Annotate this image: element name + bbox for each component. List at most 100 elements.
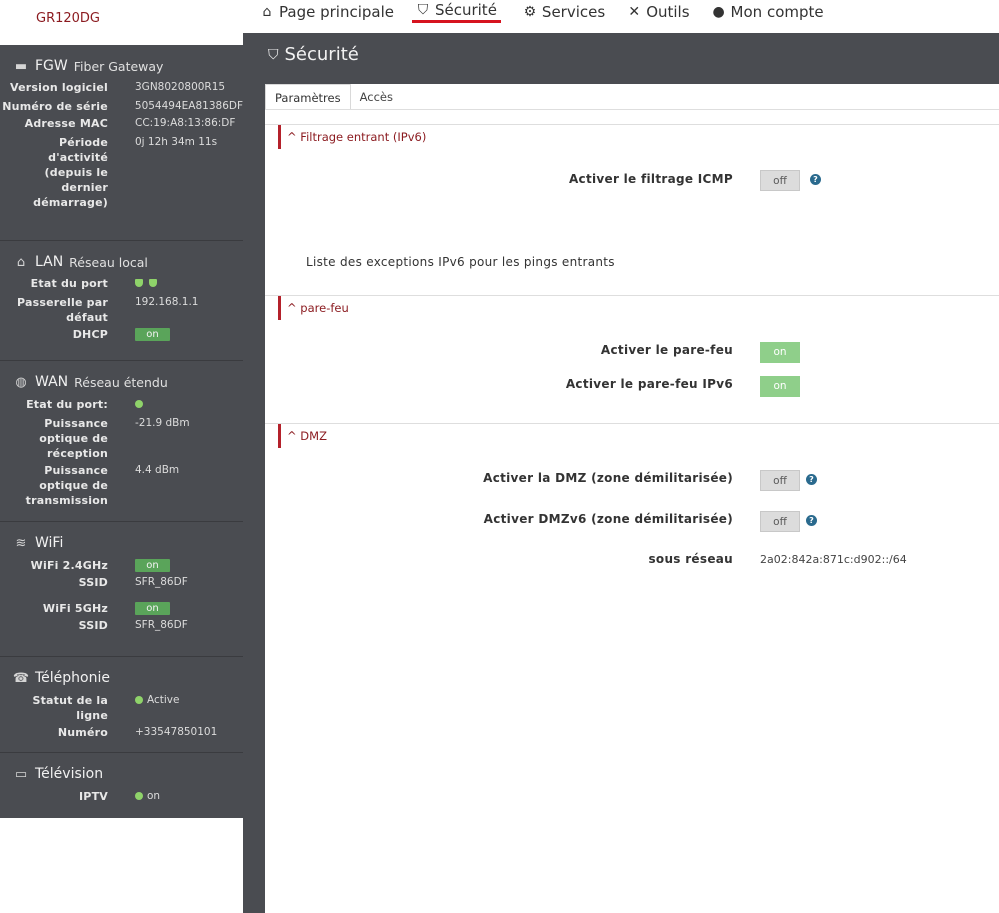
dmz-label: Activer la DMZ (zone démilitarisée) [483, 471, 733, 485]
dmzv6-toggle[interactable]: off [760, 511, 800, 532]
info-row: Etat du port [0, 276, 243, 291]
info-label: IPTV [79, 790, 108, 803]
section-subtitle: Fiber Gateway [73, 58, 164, 74]
port-status [135, 276, 163, 291]
tab-bar: Paramètres Accès [265, 84, 402, 110]
info-label: Période d'activité (depuis le dernier dé… [33, 136, 108, 209]
gears-icon: ⚙ [523, 4, 537, 20]
firewall-ipv6-label: Activer le pare-feu IPv6 [565, 377, 733, 391]
section-firewall-header[interactable]: ^ pare-feu [278, 296, 349, 320]
status-dot [135, 696, 143, 704]
nav-item-security[interactable]: ⛉ Sécurité [411, 0, 501, 23]
info-label: Puissance optique de transmission [25, 464, 108, 507]
icmp-filter-label: Activer le filtrage ICMP [568, 172, 733, 186]
router-icon: ▬ [14, 58, 28, 74]
info-value: SFR_86DF [135, 619, 188, 631]
section-subtitle: Réseau étendu [74, 374, 168, 390]
port-ok-icon [149, 279, 157, 287]
info-value: on [135, 789, 160, 804]
info-label: Puissance optique de réception [39, 417, 108, 460]
info-row: Etat du port: [0, 397, 243, 412]
info-value: +33547850101 [135, 726, 218, 738]
nav-item-tools[interactable]: ✕ Outils [627, 0, 689, 24]
icmp-filter-toggle[interactable]: off [760, 170, 800, 191]
info-row: WiFi 2.4GHz on [0, 558, 243, 573]
section-header: ☎ Téléphonie [0, 665, 243, 691]
info-label: Numéro [57, 726, 108, 739]
info-row: Puissance optique de réception -21.9 dBm [0, 416, 243, 461]
dmzv6-label: Activer DMZv6 (zone démilitarisée) [483, 512, 733, 526]
info-label: DHCP [72, 328, 108, 341]
status-sidebar: ▬ FGW Fiber Gateway Version logiciel 3GN… [0, 45, 243, 818]
info-row: Numéro de série 5054494EA81386DF [0, 99, 243, 114]
subnet-value: 2a02:842a:871c:d902::/64 [760, 553, 907, 566]
line-status: Active [147, 694, 180, 706]
section-dmz-header[interactable]: ^ DMZ [278, 424, 327, 448]
nav-label: Mon compte [730, 3, 824, 21]
nav-label: Services [541, 3, 606, 21]
help-icon[interactable]: ? [806, 474, 817, 485]
info-value: on [135, 601, 170, 616]
firewall-ipv6-toggle[interactable]: on [760, 376, 800, 397]
globe-icon: ◍ [15, 374, 27, 390]
chevron-up-icon: ^ [287, 429, 297, 443]
tab-acces[interactable]: Accès [359, 90, 393, 104]
ipv6-exceptions-label: Liste des exceptions IPv6 pour les pings… [306, 255, 615, 269]
section-title: WAN [35, 374, 69, 390]
info-value: on [135, 327, 170, 342]
status-pill: on [135, 328, 170, 341]
info-row: SSID SFR_86DF [0, 575, 243, 590]
info-label: Adresse MAC [24, 117, 108, 130]
sidebar-section-wifi: ≋ WiFi WiFi 2.4GHz on SSID SFR_86DF WiFi… [0, 522, 243, 657]
nav-item-home[interactable]: ⌂ Page principale [260, 0, 394, 24]
divider [265, 124, 999, 125]
section-filtering-header[interactable]: ^ Filtrage entrant (IPv6) [278, 125, 426, 149]
sidebar-section-wan: ◍ WAN Réseau étendu Etat du port: Puissa… [0, 361, 243, 522]
nav-item-services[interactable]: ⚙ Services [523, 0, 606, 24]
status-dot [135, 400, 143, 408]
tab-parametres[interactable]: Paramètres [265, 84, 351, 110]
home-icon: ⌂ [262, 4, 272, 20]
info-row: DHCP on [0, 327, 243, 342]
divider [265, 295, 999, 296]
port-status [135, 397, 147, 412]
info-value: 0j 12h 34m 11s [135, 136, 218, 148]
page-title: ⛉ Sécurité [268, 44, 359, 65]
info-row: Période d'activité (depuis le dernier dé… [0, 135, 243, 210]
tools-icon: ✕ [628, 4, 641, 20]
iptv-status: on [147, 790, 161, 802]
section-subtitle: Réseau local [69, 254, 148, 270]
nav-label: Page principale [279, 3, 394, 21]
info-row: Statut de la ligne Active [0, 693, 243, 723]
info-value: 192.168.1.1 [135, 296, 199, 308]
dmz-toggle[interactable]: off [760, 470, 800, 491]
info-value: 4.4 dBm [135, 464, 180, 476]
section-title: Télévision [35, 766, 104, 782]
subnet-label: sous réseau [648, 552, 733, 566]
help-icon[interactable]: ? [806, 515, 817, 526]
help-icon[interactable]: ? [810, 174, 821, 185]
shield-icon: ⛉ [268, 46, 279, 63]
info-row: SSID SFR_86DF [0, 618, 243, 633]
section-title: Téléphonie [35, 670, 110, 686]
status-pill: on [135, 559, 170, 572]
section-header: ⌂ LAN Réseau local [0, 249, 243, 275]
phone-icon: ☎ [12, 670, 30, 686]
nav-item-account[interactable]: ● Mon compte [712, 0, 824, 24]
info-value: 3GN8020800R15 [135, 81, 226, 93]
sidebar-section-lan: ⌂ LAN Réseau local Etat du port Passerel… [0, 241, 243, 361]
firewall-toggle[interactable]: on [760, 342, 800, 363]
info-label: Numéro de série [2, 100, 108, 113]
section-header: ▭ Télévision [0, 761, 243, 787]
info-label: Etat du port [30, 277, 108, 290]
info-label: WiFi 2.4GHz [30, 559, 108, 572]
chevron-up-icon: ^ [287, 130, 297, 144]
info-label: Etat du port: [26, 398, 108, 411]
info-value: 5054494EA81386DF [134, 100, 243, 112]
section-header: ▬ FGW Fiber Gateway [0, 53, 243, 79]
wifi-icon: ≋ [15, 535, 27, 551]
tv-icon: ▭ [14, 766, 28, 782]
user-icon: ● [712, 4, 725, 20]
info-value: Active [135, 693, 179, 723]
info-value: CC:19:A8:13:86:DF [135, 117, 236, 129]
